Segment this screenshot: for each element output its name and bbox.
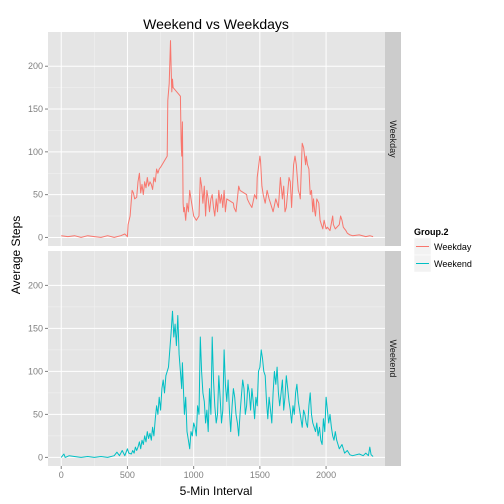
y-tick-label: 150 xyxy=(28,323,43,333)
x-tick-label: 0 xyxy=(59,470,64,480)
x-tick-label: 1500 xyxy=(250,470,270,480)
y-tick-label: 150 xyxy=(28,104,43,114)
y-tick-label: 100 xyxy=(28,366,43,376)
x-tick-label: 1000 xyxy=(184,470,204,480)
series-line-weekday xyxy=(61,40,374,238)
x-tick-label: 500 xyxy=(120,470,135,480)
x-tick-label: 2000 xyxy=(316,470,336,480)
facet-strip xyxy=(385,32,401,246)
legend: Group.2 Weekday Weekend xyxy=(413,227,472,273)
panel-weekend: 0 50 100 150 200 Weekend xyxy=(28,251,401,466)
panel-background xyxy=(48,251,385,466)
facet-strip xyxy=(385,251,401,466)
y-tick-label: 50 xyxy=(33,190,43,200)
y-tick-label: 0 xyxy=(38,232,43,242)
panel-weekday: 0 50 100 150 200 Weekday xyxy=(28,32,401,246)
chart-title: Weekend vs Weekdays xyxy=(143,16,289,32)
y-tick-label: 200 xyxy=(28,280,43,290)
panel-background xyxy=(48,32,385,246)
x-axis-label: 5-Min Interval xyxy=(180,484,253,498)
y-tick-label: 200 xyxy=(28,61,43,71)
y-tick-label: 0 xyxy=(38,452,43,462)
y-tick-label: 100 xyxy=(28,147,43,157)
legend-label: Weekend xyxy=(434,259,472,269)
facet-strip-label: Weekday xyxy=(388,120,398,158)
y-tick-label: 50 xyxy=(33,409,43,419)
series-line-weekend xyxy=(60,310,374,458)
legend-title: Group.2 xyxy=(414,227,449,237)
y-axis-label: Average Steps xyxy=(9,216,23,295)
legend-label: Weekday xyxy=(434,242,472,252)
facet-strip-label: Weekend xyxy=(388,340,398,378)
